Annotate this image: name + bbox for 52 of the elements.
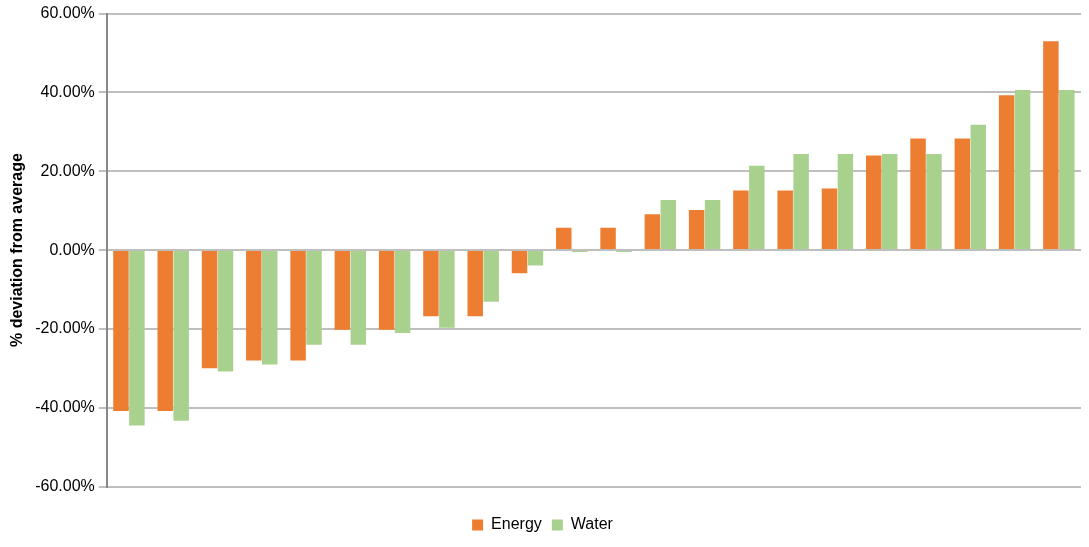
bar [777,190,793,250]
bar [881,153,898,250]
bar [733,190,749,250]
y-tick-label: 20.00% [40,161,95,179]
bar [157,251,173,411]
bar [394,251,411,333]
bar [821,188,838,250]
y-tick-label: 0.00% [49,240,95,258]
bar [511,251,528,274]
legend-label: Water [570,515,614,533]
bar [527,251,544,266]
bar [998,95,1015,250]
bar [926,153,942,250]
bar [793,153,809,250]
bar [350,251,367,345]
bar [704,200,721,250]
bar [749,165,765,250]
y-tick-label: 60.00% [40,4,95,22]
bar [660,200,677,250]
bar [173,251,189,421]
bar [290,251,306,361]
bar [378,251,395,330]
bar [423,251,439,317]
bar [970,124,986,250]
bar [129,251,145,426]
y-tick-label: 40.00% [40,82,95,100]
y-tick-label: -20.00% [35,319,95,337]
bar [113,251,129,411]
bar [910,138,926,250]
bar [439,251,455,328]
y-axis-title: % deviation from average [8,153,26,348]
bar [334,251,351,330]
bar [483,251,499,302]
bar [600,227,616,250]
legend-label: Energy [491,515,542,533]
bar [306,251,322,345]
bar [556,227,572,250]
bar [866,155,882,250]
bar [1059,90,1075,250]
bar [217,251,234,372]
bar [1014,90,1031,250]
bar [644,214,661,250]
y-tick-label: -60.00% [35,477,95,495]
bar [688,209,705,250]
bar [837,153,854,250]
bar [201,251,218,369]
y-tick-label: -40.00% [35,398,95,416]
bar [954,138,971,250]
bar [262,251,278,365]
bar [1043,41,1059,250]
bar [467,251,483,317]
bar [246,251,262,361]
